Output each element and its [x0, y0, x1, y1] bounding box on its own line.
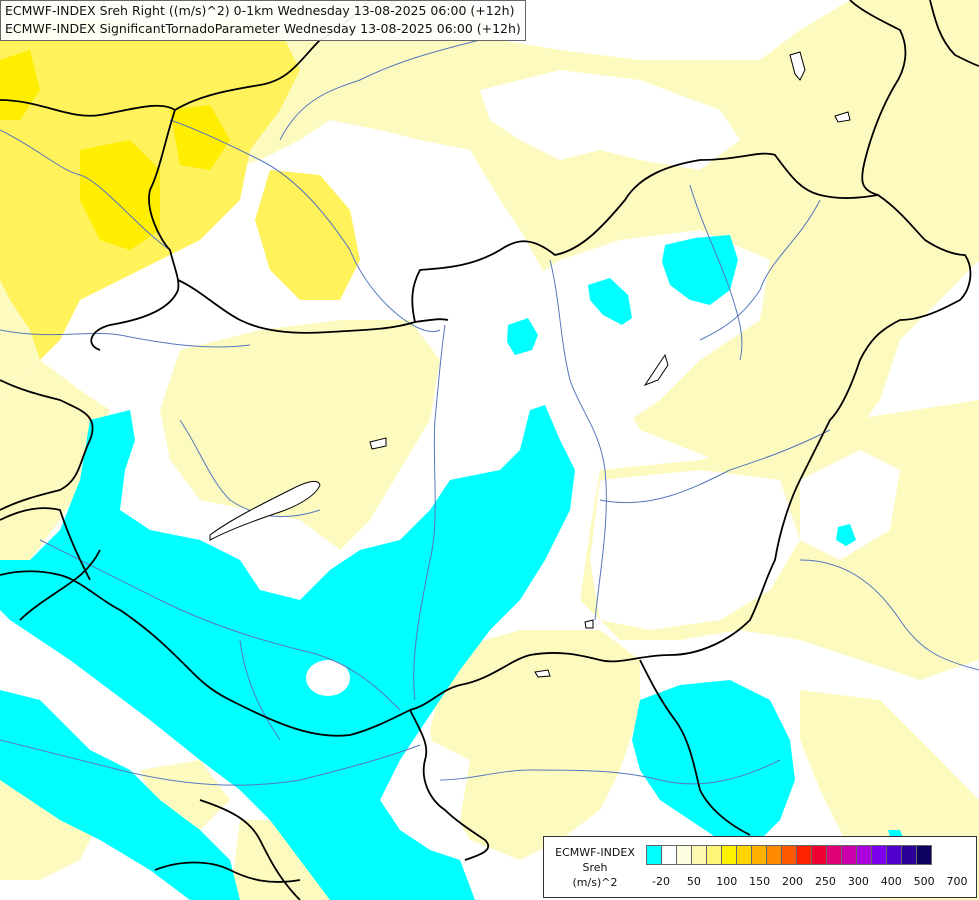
- legend-swatch: [841, 845, 857, 865]
- legend-swatch: [886, 845, 902, 865]
- legend-swatch: [811, 845, 827, 865]
- sreh-negative-areas: [0, 235, 906, 900]
- legend-swatch: [736, 845, 752, 865]
- legend-tick-label: 400: [880, 875, 902, 888]
- color-legend: ECMWF-INDEX Sreh (m/s)^2 -20 50 100 150 200 2…: [543, 836, 977, 898]
- legend-tick-label: 250: [814, 875, 836, 888]
- legend-tick-label: -20: [652, 875, 670, 888]
- legend-swatch: [781, 845, 797, 865]
- legend-swatch: [706, 845, 722, 865]
- legend-ticks: -20 50 100 150 200 250 300 400 500 700: [646, 875, 972, 891]
- legend-tick-label: 50: [686, 875, 701, 888]
- legend-swatch: [676, 845, 692, 865]
- legend-swatch: [646, 845, 662, 865]
- legend-swatch: [766, 845, 782, 865]
- legend-swatch: [916, 845, 932, 865]
- legend-title: ECMWF-INDEX Sreh (m/s)^2: [548, 845, 642, 890]
- map-title-sreh: ECMWF-INDEX Sreh Right ((m/s)^2) 0-1km W…: [5, 3, 515, 18]
- legend-swatch: [871, 845, 887, 865]
- legend-title-variable: Sreh: [582, 861, 608, 874]
- legend-swatch: [691, 845, 707, 865]
- legend-swatch: [661, 845, 677, 865]
- legend-tick-label: 100: [716, 875, 738, 888]
- rivers: [0, 39, 979, 786]
- map-title-box: ECMWF-INDEX Sreh Right ((m/s)^2) 0-1km W…: [0, 0, 526, 41]
- sreh-low-spot: [306, 660, 350, 696]
- legend-swatch: [796, 845, 812, 865]
- legend-color-bar: [646, 845, 932, 865]
- legend-swatch: [856, 845, 872, 865]
- legend-tick-label: 200: [782, 875, 804, 888]
- map-title-stp: ECMWF-INDEX SignificantTornadoParameter …: [5, 21, 521, 36]
- legend-swatch: [901, 845, 917, 865]
- lakes: [209, 51, 851, 678]
- legend-tick-label: 700: [946, 875, 968, 888]
- legend-tick-label: 300: [847, 875, 869, 888]
- legend-tick-label: 500: [913, 875, 935, 888]
- legend-swatch: [721, 845, 737, 865]
- sreh-150-200-areas: [0, 50, 230, 250]
- legend-swatch: [826, 845, 842, 865]
- legend-title-unit: (m/s)^2: [572, 876, 618, 889]
- legend-title-source: ECMWF-INDEX: [555, 846, 635, 859]
- legend-tick-label: 150: [749, 875, 771, 888]
- legend-swatch: [751, 845, 767, 865]
